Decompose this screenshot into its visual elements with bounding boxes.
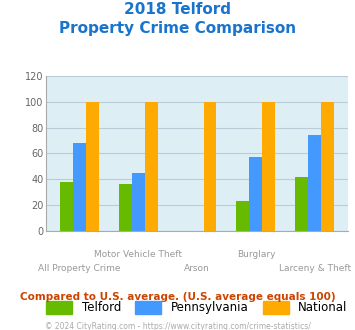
Bar bbox=[60, 182, 73, 231]
Bar bbox=[250, 157, 262, 231]
Text: Burglary: Burglary bbox=[237, 250, 275, 259]
Bar bbox=[321, 102, 334, 231]
Bar bbox=[295, 177, 308, 231]
Legend: Telford, Pennsylvania, National: Telford, Pennsylvania, National bbox=[42, 296, 352, 319]
Bar bbox=[144, 102, 158, 231]
Text: Property Crime Comparison: Property Crime Comparison bbox=[59, 21, 296, 36]
Bar bbox=[73, 143, 86, 231]
Text: Compared to U.S. average. (U.S. average equals 100): Compared to U.S. average. (U.S. average … bbox=[20, 292, 335, 302]
Text: Motor Vehicle Theft: Motor Vehicle Theft bbox=[94, 250, 182, 259]
Bar bbox=[262, 102, 275, 231]
Bar bbox=[203, 102, 217, 231]
Bar bbox=[132, 173, 144, 231]
Bar bbox=[119, 184, 132, 231]
Text: Larceny & Theft: Larceny & Theft bbox=[279, 264, 351, 273]
Bar bbox=[86, 102, 99, 231]
Text: All Property Crime: All Property Crime bbox=[38, 264, 121, 273]
Text: © 2024 CityRating.com - https://www.cityrating.com/crime-statistics/: © 2024 CityRating.com - https://www.city… bbox=[45, 322, 310, 330]
Text: 2018 Telford: 2018 Telford bbox=[124, 2, 231, 16]
Text: Arson: Arson bbox=[184, 264, 210, 273]
Bar bbox=[308, 135, 321, 231]
Bar bbox=[236, 201, 250, 231]
